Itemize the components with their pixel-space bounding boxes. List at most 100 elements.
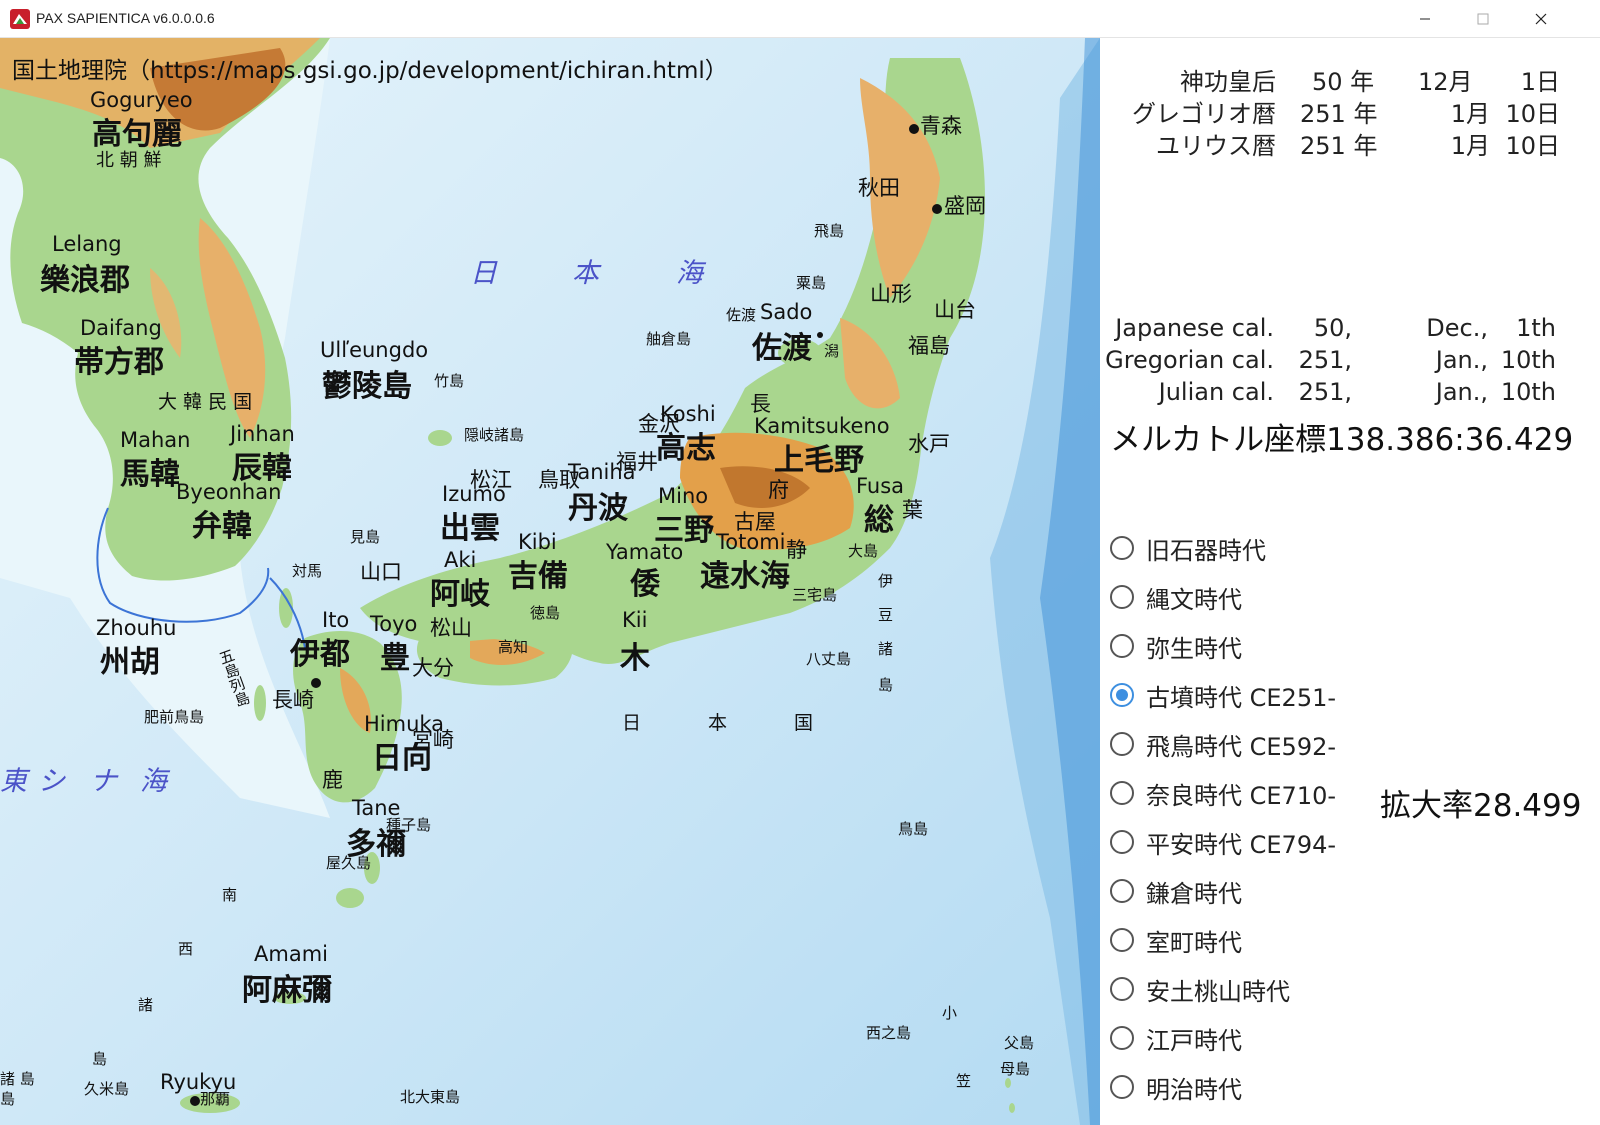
era-radio[interactable] [1110,683,1134,707]
city-marker [190,1096,200,1106]
map-label: 島 [878,676,894,694]
map-label: 舳倉島 [646,330,692,348]
map-label: 鳥島 [898,820,929,838]
map-label: Ryukyu [160,1070,237,1094]
era-radio[interactable] [1110,781,1134,805]
map-label: Lelang [52,232,122,256]
calendar-year: 251, [1298,346,1352,374]
map-label: 三野 [654,513,714,548]
era-option[interactable]: 縄文時代 [1110,581,1242,614]
minimize-button[interactable] [1396,0,1454,38]
calendar-year: 251 年 [1300,132,1378,160]
map-label: 西 [178,940,194,958]
map-label: Goguryeo [90,88,193,112]
map-label: 青森 [920,114,962,138]
map-label: 三宅島 [792,586,838,604]
map-label: 屋久島 [326,854,372,872]
era-radio[interactable] [1110,977,1134,1001]
era-option[interactable]: 明治時代 [1110,1071,1242,1104]
map-label: シ [38,766,67,797]
map-label: 弁韓 [192,509,252,544]
era-label: 飛鳥時代 CE592- [1146,732,1337,761]
calendar-day: 1日 [1520,68,1560,96]
map-label: 父島 [1004,1034,1035,1052]
title-bar: PAX SAPIENTICA v6.0.0.0.6 [0,0,1600,38]
map-label: 馬韓 [120,457,180,492]
era-radio[interactable] [1110,634,1134,658]
map-label: 盛岡 [944,194,986,218]
close-button[interactable] [1512,0,1570,38]
map-label: 海 [676,258,705,289]
era-label: 室町時代 [1146,928,1242,957]
map-label: Kii [622,608,648,632]
era-label: 平安時代 CE794- [1146,830,1337,859]
map-label: 高志 [656,431,716,466]
map-label: Taniha [568,460,636,484]
map-label: 本 [572,258,601,289]
map-label: Kibi [518,530,557,554]
map-label: 本 [708,712,728,734]
calendar-month: 1月 [1450,132,1490,160]
minimize-icon [1420,18,1430,20]
map-label: Kamitsukeno [754,414,890,438]
map-label: 大島 [848,542,879,560]
era-option[interactable]: 飛鳥時代 CE592- [1110,728,1337,761]
era-radio[interactable] [1110,1026,1134,1050]
map-label: 鬱陵島 [322,369,412,404]
calendar-name: 神功皇后 [1180,68,1276,96]
map-label: Koshi [660,402,716,426]
era-radio[interactable] [1110,879,1134,903]
map-label: 多禰 [346,827,406,862]
close-icon [1535,13,1547,25]
era-radio[interactable] [1110,928,1134,952]
era-radio[interactable] [1110,1075,1134,1099]
map-label: 水戸 [908,432,950,456]
map-label: Aki [444,548,477,572]
zoom-level: 拡大率28.499 [1380,788,1582,824]
era-radio[interactable] [1110,585,1134,609]
map-label: 母島 [1000,1060,1031,1078]
era-option[interactable]: 弥生時代 [1110,630,1242,663]
map-label: 阿岐 [430,577,490,612]
maximize-button[interactable] [1454,0,1512,38]
map-label: 対馬 [292,562,323,580]
era-label: 鎌倉時代 [1146,879,1242,908]
map-label: 海 [140,766,169,797]
era-option[interactable]: 鎌倉時代 [1110,875,1242,908]
era-option[interactable]: 旧石器時代 [1110,532,1266,565]
calendar-month: 1月 [1450,100,1490,128]
era-option[interactable]: 奈良時代 CE710- [1110,777,1336,810]
map-label: Tane [352,796,401,820]
map-label: 諸 [138,996,154,1014]
map-label: 帯方郡 [74,345,164,380]
map-label: Fusa [856,474,905,498]
calendar-year: 50 年 [1312,68,1375,96]
map-label: 久米島 [84,1080,130,1098]
map-label: 西之島 [866,1024,912,1042]
map-label: 秋田 [858,176,900,200]
era-option[interactable]: 古墳時代 CE251- [1110,679,1336,712]
era-radio[interactable] [1110,830,1134,854]
map-label: 州胡 [100,645,160,680]
map-label: 辰韓 [232,451,292,486]
map-attribution: 国土地理院（https://maps.gsi.go.jp/development… [12,58,728,84]
era-option[interactable]: 安土桃山時代 [1110,973,1290,1006]
map-label: 府 [768,478,789,502]
map-label: 高句麗 [92,117,182,152]
era-label: 明治時代 [1146,1075,1242,1104]
map-label: 長崎 [272,688,314,712]
map-label: Daifang [80,316,162,340]
map-label: 鳥取 [538,468,580,492]
era-radio[interactable] [1110,536,1134,560]
calendar-month: Dec., [1426,314,1488,342]
era-option[interactable]: 平安時代 CE794- [1110,826,1337,859]
era-option[interactable]: 室町時代 [1110,924,1242,957]
map-label: Sado [760,300,813,324]
map-label: 松山 [430,616,472,640]
map-label: 竹島 [434,372,465,390]
era-radio[interactable] [1110,732,1134,756]
map-label: 種子島 [386,816,432,834]
era-option[interactable]: 江戸時代 [1110,1022,1242,1055]
map-label: Ulľeungdo [320,338,429,362]
map-view[interactable]: 国土地理院（https://maps.gsi.go.jp/development… [0,38,1100,1125]
